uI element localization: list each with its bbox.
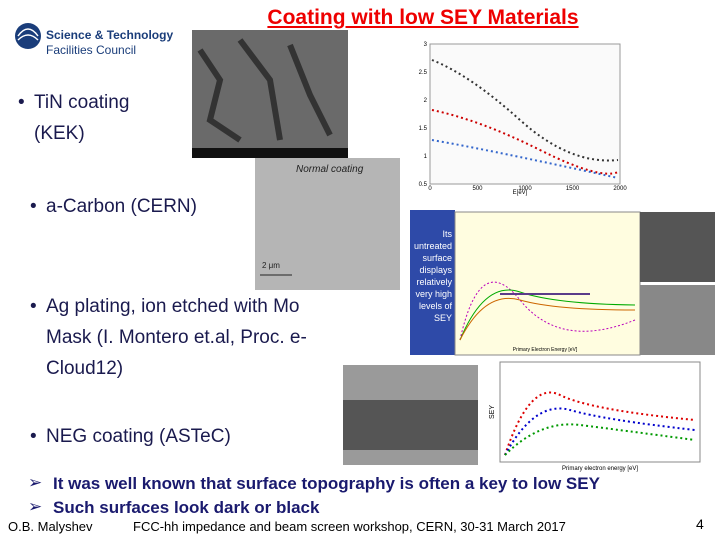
footer-event: FCC-hh impedance and beam screen worksho… [133,519,566,534]
logo-text: Science & Technology [46,28,173,42]
logo-text: Facilities Council [46,43,136,57]
bullet: a-Carbon (CERN) [30,191,266,222]
arrow-icon: ➢ [28,473,43,492]
x-tick-label: 500 [472,186,483,192]
scale-bar: 2 μm [262,261,280,270]
sem-image [255,158,400,290]
y-tick-label: 2 [424,98,428,104]
footer-author: O.B. Malyshev [8,519,93,534]
sem-image [640,212,715,282]
x-tick-label: 1000 [518,186,532,192]
axis-label: Primary Electron Energy [eV] [513,347,578,353]
conclusion: Such surfaces look dark or black [53,498,320,517]
axis-label: E[eV] [513,190,528,196]
chart-image [454,211,641,356]
y-tick-label: 2.5 [419,70,428,76]
logo-mark [15,23,41,49]
bullet: TiN coating (KEK) [18,87,184,149]
y-tick-label: 1.5 [419,126,428,132]
y-tick-label: 0.5 [419,182,428,188]
bullet: Ag plating, ion etched with Mo Mask (I. … [30,291,331,384]
bullet: NEG coating (ASTeC) [30,421,326,452]
x-tick-label: 1500 [566,186,580,192]
y-tick-label: 1 [424,154,428,160]
axis-label: SEY [489,405,496,419]
caption: Normal coating [296,164,364,175]
x-tick-label: 0 [428,186,432,192]
note-box [410,210,455,355]
chart-image [499,361,701,463]
y-tick-label: 3 [424,42,428,48]
title: Coating with low SEY Materials [267,6,579,29]
page-number: 4 [696,516,704,532]
arrow-icon: ➢ [28,497,43,516]
sem-image [640,285,715,355]
axis-label: Primary electron energy [eV] [562,466,638,472]
x-tick-label: 2000 [613,186,627,192]
conclusion: It was well known that surface topograph… [53,474,600,493]
note: Its untreated surface displays relativel… [413,229,452,323]
